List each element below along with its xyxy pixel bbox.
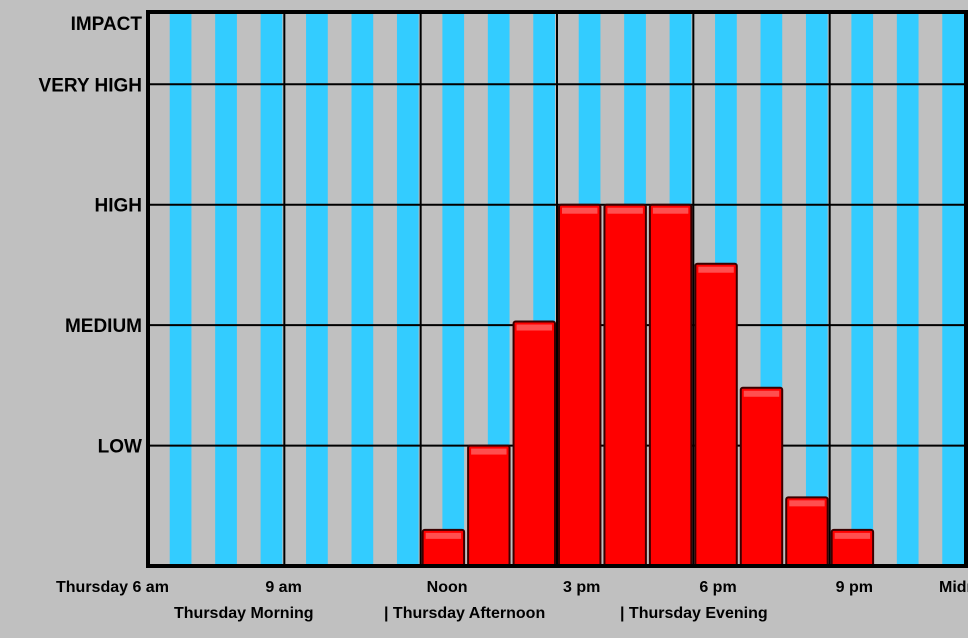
impact-bar (512, 320, 556, 567)
time-stripe (306, 12, 328, 566)
y-label-high: HIGH (95, 196, 143, 217)
x-tick-label: Midnight (939, 579, 968, 596)
period-label: | Thursday Evening (620, 605, 768, 622)
time-stripe (487, 12, 510, 566)
x-axis-labels: Thursday 6 am 9 am Noon 3 pm 6 pm 9 pm Midnigh… (56, 579, 968, 596)
y-label-low: LOW (98, 437, 142, 458)
impact-bar (785, 496, 829, 567)
impact-bar (648, 203, 693, 567)
bar-highlight (789, 500, 825, 507)
period-label: | Thursday Afternoon (384, 605, 545, 622)
time-stripe (942, 12, 964, 566)
x-tick-label: Thursday 6 am (56, 579, 169, 596)
y-axis-labels: LOW MEDIUM HIGH VERY HIGH (39, 75, 143, 457)
bar-highlight (471, 448, 507, 455)
bar-highlight (652, 207, 689, 214)
bar-highlight (743, 390, 780, 397)
period-label: Thursday Morning (174, 605, 314, 622)
x-tick-label: 3 pm (563, 579, 600, 596)
time-stripe (396, 12, 419, 566)
y-axis-title: IMPACT (71, 14, 143, 35)
bar-highlight (425, 532, 462, 539)
bar-highlight (607, 207, 643, 214)
bar-highlight (562, 207, 598, 214)
plot-frame (146, 10, 968, 568)
x-tick-label: 6 pm (699, 579, 736, 596)
time-stripe (805, 12, 828, 566)
bar-highlight (698, 266, 734, 273)
impact-bar (558, 203, 602, 567)
impact-bar (603, 203, 647, 567)
time-stripe (169, 12, 192, 566)
x-tick-label: 9 pm (836, 579, 873, 596)
impact-bar (739, 386, 784, 568)
bar-highlight (516, 324, 552, 331)
time-stripe (851, 12, 874, 566)
impact-bar (467, 444, 511, 567)
period-labels: Thursday Morning | Thursday Afternoon | Th… (174, 605, 768, 622)
x-tick-label: 9 am (265, 579, 301, 596)
impact-bar (694, 262, 738, 567)
time-stripe (215, 12, 237, 566)
y-label-very-high: VERY HIGH (39, 75, 142, 96)
x-tick-label: Noon (427, 579, 468, 596)
time-stripe (351, 12, 374, 566)
bar-highlight (834, 532, 871, 539)
time-stripe (896, 12, 919, 566)
y-label-medium: MEDIUM (65, 316, 142, 337)
time-stripe (442, 12, 465, 566)
vertical-gridlines (283, 12, 831, 566)
time-stripe (260, 12, 283, 566)
impact-bars (421, 203, 875, 568)
